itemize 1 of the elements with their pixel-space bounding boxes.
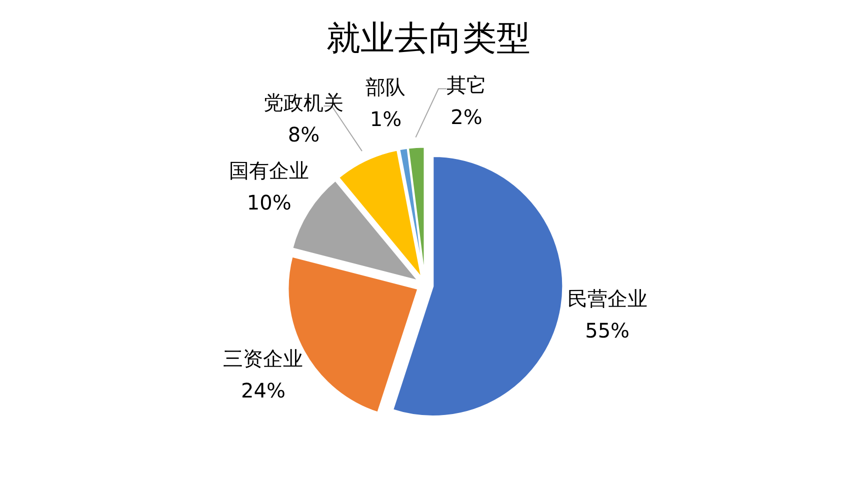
title: 就业去向类型 bbox=[326, 18, 530, 58]
